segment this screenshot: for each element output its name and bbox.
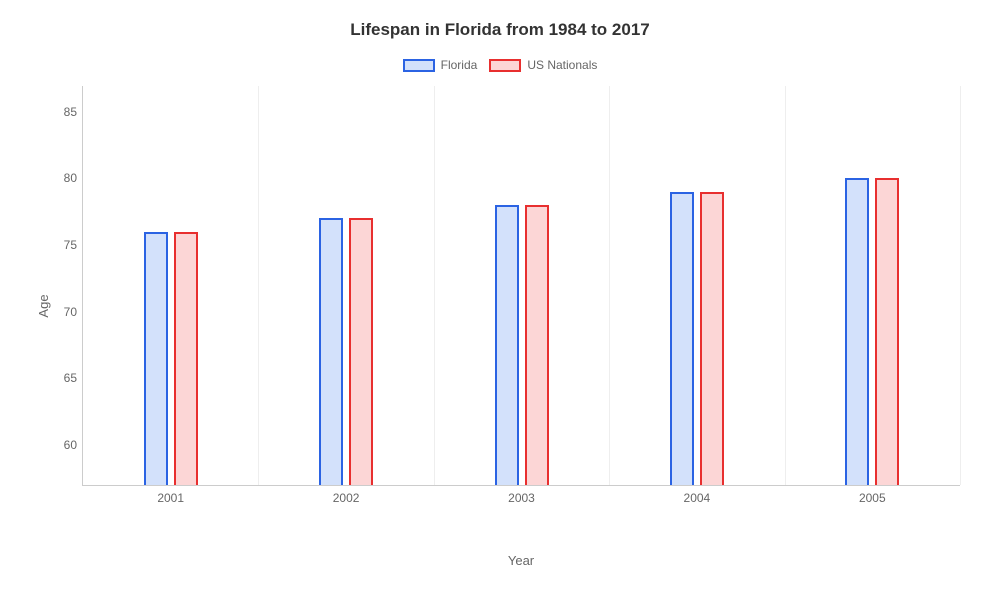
bar-florida — [144, 232, 168, 485]
bar-us-nationals — [700, 192, 724, 485]
y-tick: 80 — [49, 171, 77, 185]
gridline — [609, 86, 610, 485]
bar-florida — [845, 178, 869, 485]
bar-us-nationals — [174, 232, 198, 485]
legend-item-us-nationals: US Nationals — [489, 58, 597, 72]
y-tick: 75 — [49, 238, 77, 252]
gridline — [258, 86, 259, 485]
x-tick: 2005 — [859, 491, 886, 505]
x-tick: 2004 — [684, 491, 711, 505]
bar-florida — [319, 218, 343, 485]
gridline — [785, 86, 786, 485]
plot-wrap: Age 60657075808520012002200320042005 Yea… — [82, 86, 960, 526]
y-tick: 70 — [49, 305, 77, 319]
y-tick: 60 — [49, 438, 77, 452]
y-tick: 65 — [49, 371, 77, 385]
x-axis-label: Year — [508, 553, 534, 568]
chart-title: Lifespan in Florida from 1984 to 2017 — [20, 20, 980, 40]
bar-florida — [670, 192, 694, 485]
bar-us-nationals — [875, 178, 899, 485]
x-tick: 2003 — [508, 491, 535, 505]
legend-swatch-florida — [403, 59, 435, 72]
gridline — [434, 86, 435, 485]
gridline — [960, 86, 961, 485]
bar-us-nationals — [349, 218, 373, 485]
y-tick: 85 — [49, 105, 77, 119]
x-tick: 2002 — [333, 491, 360, 505]
legend-swatch-us-nationals — [489, 59, 521, 72]
bar-us-nationals — [525, 205, 549, 485]
plot-area: 60657075808520012002200320042005 — [82, 86, 960, 486]
bar-florida — [495, 205, 519, 485]
legend: Florida US Nationals — [20, 58, 980, 72]
legend-label-us-nationals: US Nationals — [527, 58, 597, 72]
x-tick: 2001 — [157, 491, 184, 505]
legend-label-florida: Florida — [441, 58, 478, 72]
chart-container: Lifespan in Florida from 1984 to 2017 Fl… — [0, 0, 1000, 600]
legend-item-florida: Florida — [403, 58, 478, 72]
